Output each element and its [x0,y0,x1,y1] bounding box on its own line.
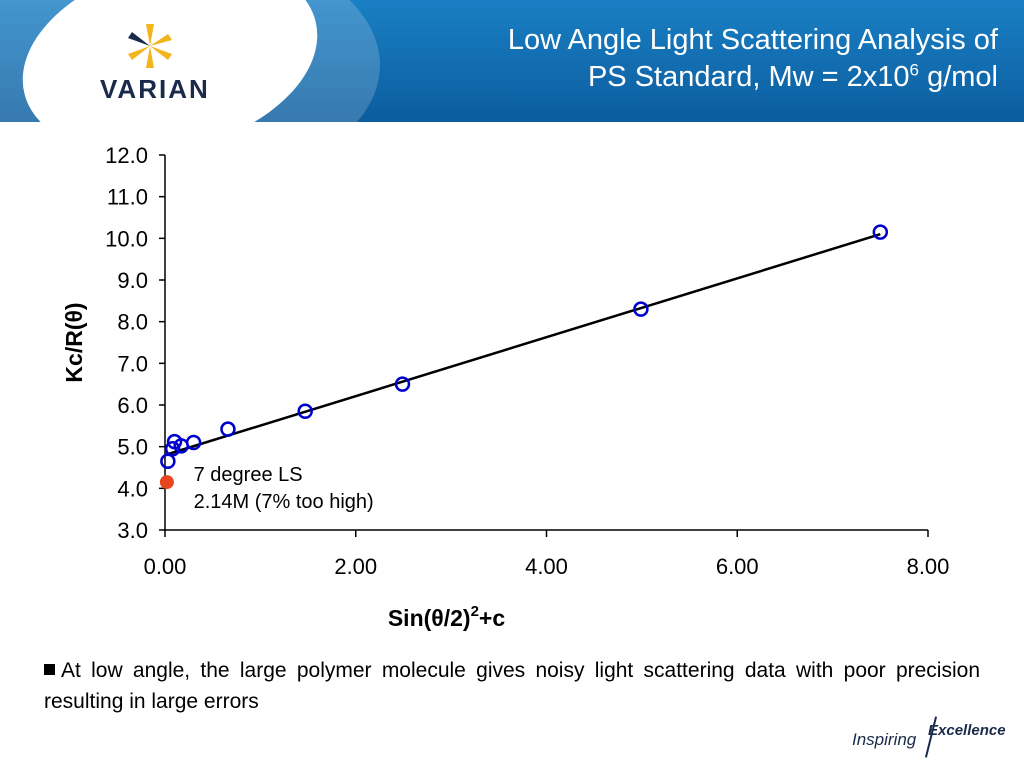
data-point [160,453,176,469]
y-tick-label: 4.0 [117,476,148,501]
scatter-chart: 3.0 4.0 5.0 6.0 7.0 8.0 9.0 10.0 11.0 12.0 0.00 2.… [61,143,950,631]
data-point [164,441,181,457]
x-axis-label-sup: 2 [471,603,479,620]
y-tick-label: 9.0 [117,268,148,293]
bullet-square-icon [44,664,55,675]
header-banner: VARIAN Low Angle Light Scattering Analys… [0,0,1024,122]
bullet-text: At low angle, the large polymer molecule… [44,659,980,713]
title-line-2-suffix: g/mol [919,61,998,93]
x-axis-label-main: Sin(θ/2) [388,605,471,631]
annotation-line-2: 2.14M (7% too high) [194,491,374,513]
title-line-1: Low Angle Light Scattering Analysis of [507,24,998,56]
varian-logo-icon [128,24,172,68]
data-point [872,224,889,240]
tagline-word-1: Inspiring [852,730,917,749]
slide-title: Low Angle Light Scattering Analysis of P… [358,22,998,96]
x-tick-label: 8.00 [907,554,950,579]
data-points [159,224,889,490]
x-tick-label: 4.00 [525,554,568,579]
x-axis-label-tail: +c [479,605,505,631]
bullet-point: At low angle, the large polymer molecule… [44,655,980,717]
title-line-2-prefix: PS Standard, Mw = 2x10 [587,61,910,93]
y-tick-label: 5.0 [117,435,148,460]
y-tick-label: 12.0 [105,143,148,168]
x-axis-ticks: 0.00 2.00 4.00 6.00 8.00 [144,530,950,579]
x-tick-label: 2.00 [334,554,377,579]
logo-wordmark: VARIAN [100,74,210,104]
title-line-2: PS Standard, Mw = 2x106 g/mol [358,59,998,96]
data-point [220,421,236,437]
x-axis-label: Sin(θ/2)2+c [388,603,505,631]
tagline-word-2: Excellence [928,722,1006,739]
data-point [633,301,649,317]
x-tick-label: 0.00 [144,554,187,579]
title-exponent: 6 [909,60,920,80]
y-tick-label: 3.0 [117,518,148,543]
y-tick-label: 8.0 [117,310,148,335]
data-point [185,434,202,451]
y-tick-label: 10.0 [105,226,148,251]
highlight-point [159,475,174,490]
x-tick-label: 6.00 [716,554,759,579]
y-tick-label: 11.0 [107,185,148,210]
y-tick-label: 6.0 [117,393,148,418]
tagline-logo: Inspiring Excellence [852,716,1012,760]
y-axis-ticks: 3.0 4.0 5.0 6.0 7.0 8.0 9.0 10.0 11.0 12.0 [105,143,165,543]
y-tick-label: 7.0 [117,351,148,376]
regression-line [164,232,881,457]
data-point [297,403,313,419]
y-axis-label: Kc/R(θ) [61,302,87,382]
annotation-line-1: 7 degree LS [194,464,303,486]
data-point [394,376,411,392]
